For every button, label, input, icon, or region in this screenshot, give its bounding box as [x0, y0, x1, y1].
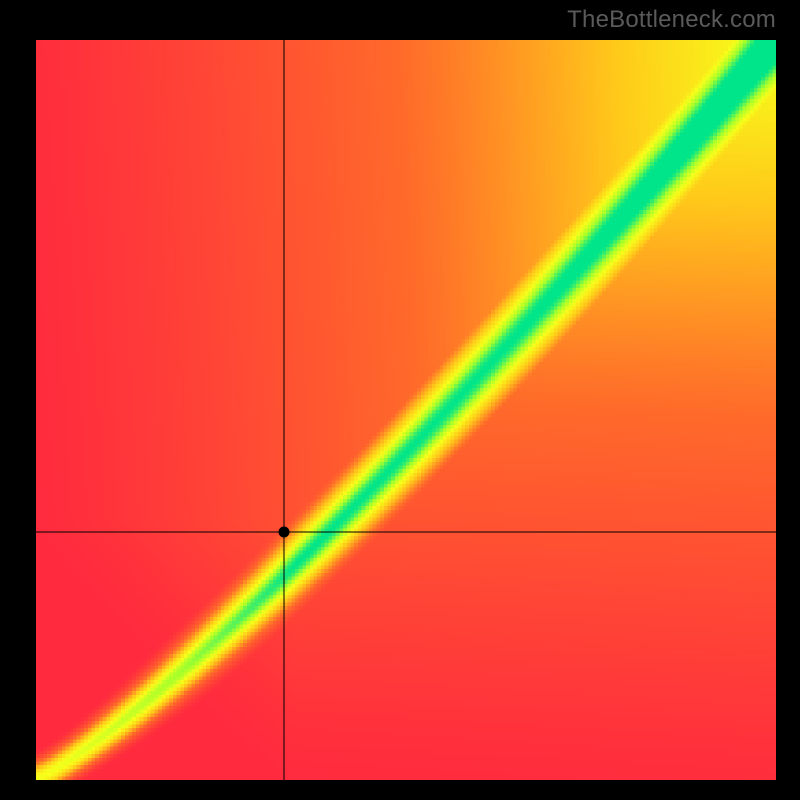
bottleneck-heatmap: [36, 40, 776, 780]
chart-container: TheBottleneck.com: [0, 0, 800, 800]
watermark-text: TheBottleneck.com: [567, 6, 776, 34]
